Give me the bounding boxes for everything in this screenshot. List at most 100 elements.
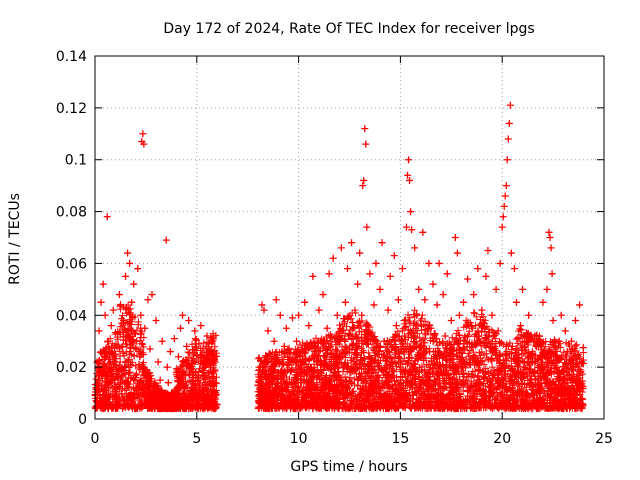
dense-point: [115, 397, 123, 405]
dense-point: [127, 318, 135, 326]
dense-point: [411, 319, 419, 327]
dense-point: [137, 376, 145, 384]
dense-point: [312, 334, 320, 342]
dense-point: [254, 404, 262, 412]
dense-point: [254, 355, 262, 363]
dense-point: [187, 383, 195, 391]
dense-point: [421, 366, 429, 374]
dense-point: [129, 313, 137, 321]
dense-point: [98, 405, 106, 413]
dense-point: [145, 382, 153, 390]
dense-point: [353, 401, 361, 409]
dense-point: [462, 322, 470, 330]
dense-point: [401, 370, 409, 378]
dense-point: [402, 378, 410, 386]
dense-point: [175, 381, 183, 389]
dense-point: [516, 382, 524, 390]
dense-point: [446, 363, 454, 371]
dense-point: [347, 392, 355, 400]
dense-point: [454, 326, 462, 334]
dense-point: [322, 355, 330, 363]
dense-point: [140, 364, 148, 372]
dense-point: [201, 404, 209, 412]
dense-point: [148, 389, 156, 397]
dense-point: [345, 313, 353, 321]
dense-point: [348, 309, 356, 317]
dense-point: [496, 352, 504, 360]
dense-point: [400, 317, 408, 325]
dense-point: [437, 350, 445, 358]
dense-point: [103, 401, 111, 409]
dense-point: [200, 339, 208, 347]
dense-point: [157, 400, 165, 408]
dense-point: [139, 349, 147, 357]
dense-point: [463, 321, 471, 329]
dense-point: [279, 392, 287, 400]
dense-point: [131, 390, 139, 398]
dense-point: [469, 348, 477, 356]
dense-point: [192, 368, 200, 376]
dense-point: [312, 386, 320, 394]
dense-point: [347, 378, 355, 386]
dense-point: [126, 368, 134, 376]
dense-point: [126, 305, 134, 313]
dense-point: [554, 369, 562, 377]
dense-point: [344, 312, 352, 320]
dense-point: [116, 352, 124, 360]
dense-point: [146, 394, 154, 402]
dense-point: [311, 350, 319, 358]
dense-point: [435, 381, 443, 389]
dense-point: [206, 394, 214, 402]
dense-point: [470, 373, 478, 381]
dense-point: [188, 357, 196, 365]
dense-point: [348, 388, 356, 396]
dense-point: [255, 354, 263, 362]
dense-point: [176, 403, 184, 411]
dense-point: [204, 353, 212, 361]
dense-point: [136, 394, 144, 402]
dense-point: [420, 349, 428, 357]
dense-point: [462, 377, 470, 385]
dense-point: [213, 373, 221, 381]
dense-point: [346, 331, 354, 339]
dense-point: [132, 344, 140, 352]
dense-point: [462, 364, 470, 372]
dense-point: [264, 381, 272, 389]
dense-point: [255, 366, 263, 374]
dense-point: [209, 330, 217, 338]
dense-point: [573, 341, 581, 349]
dense-point: [130, 393, 138, 401]
dense-point: [572, 377, 580, 385]
dense-point: [313, 366, 321, 374]
dense-point: [485, 374, 493, 382]
dense-point: [121, 336, 129, 344]
dense-point: [494, 374, 502, 382]
dense-point: [356, 373, 364, 381]
dense-point: [540, 362, 548, 370]
dense-point: [111, 357, 119, 365]
dense-point: [439, 337, 447, 345]
dense-point: [325, 376, 333, 384]
dense-point: [195, 377, 203, 385]
dense-point: [467, 377, 475, 385]
dense-point: [550, 398, 558, 406]
dense-point: [411, 306, 419, 314]
dense-point: [127, 396, 135, 404]
dense-point: [140, 343, 148, 351]
dense-point: [191, 335, 199, 343]
dense-point: [505, 350, 513, 358]
dense-point: [203, 398, 211, 406]
dense-point: [515, 327, 523, 335]
dense-point: [470, 309, 478, 317]
dense-point: [128, 398, 136, 406]
dense-point: [545, 369, 553, 377]
dense-point: [174, 389, 182, 397]
dense-point: [120, 370, 128, 378]
dense-point: [498, 384, 506, 392]
dense-point: [320, 363, 328, 371]
dense-point: [413, 327, 421, 335]
dense-point: [401, 344, 409, 352]
dense-point: [452, 380, 460, 388]
dense-point: [134, 321, 142, 329]
dense-point: [422, 378, 430, 386]
